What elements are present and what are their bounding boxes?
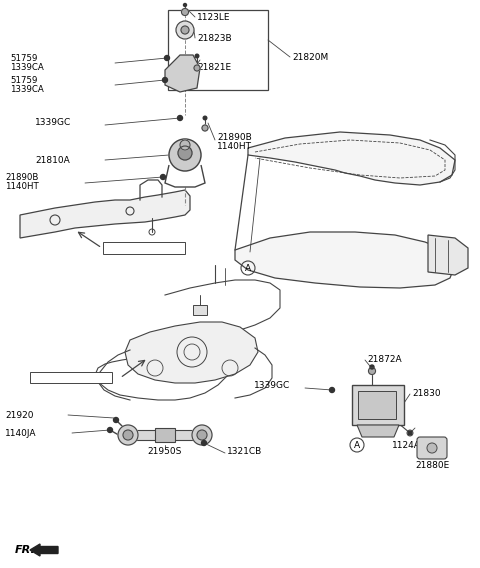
Bar (168, 10, 268, 90)
Bar (358, 391, 396, 419)
Circle shape (181, 9, 189, 15)
Circle shape (192, 425, 212, 445)
FancyArrow shape (30, 544, 58, 556)
Polygon shape (165, 55, 200, 92)
Circle shape (202, 441, 206, 445)
Text: A: A (354, 441, 360, 449)
Text: 21830: 21830 (412, 389, 441, 398)
Text: 1140HT: 1140HT (5, 182, 39, 190)
Polygon shape (248, 132, 455, 185)
Text: 1140JA: 1140JA (5, 428, 36, 437)
Circle shape (203, 116, 207, 120)
Circle shape (197, 430, 207, 440)
Circle shape (160, 174, 166, 179)
Text: A: A (245, 264, 251, 273)
Bar (103, 242, 185, 254)
Circle shape (163, 77, 168, 82)
Text: FR.: FR. (15, 545, 36, 555)
Text: 21920: 21920 (5, 411, 34, 420)
Polygon shape (125, 322, 258, 383)
Bar (30, 372, 112, 383)
Circle shape (178, 115, 182, 120)
Text: 21950S: 21950S (148, 448, 182, 457)
Polygon shape (235, 232, 455, 288)
Text: 21823B: 21823B (197, 34, 232, 43)
Circle shape (181, 26, 189, 34)
Text: 21821E: 21821E (197, 62, 231, 72)
Circle shape (178, 146, 192, 160)
Circle shape (195, 54, 199, 58)
Text: 21890B: 21890B (5, 173, 38, 182)
Text: 21810A: 21810A (35, 156, 70, 165)
Text: 21872A: 21872A (367, 354, 402, 364)
Circle shape (108, 428, 112, 432)
Text: 21880E: 21880E (415, 461, 449, 470)
Circle shape (118, 425, 138, 445)
Text: 21820M: 21820M (292, 52, 328, 61)
Circle shape (113, 417, 119, 423)
Text: 51759: 51759 (10, 53, 37, 62)
Circle shape (123, 430, 133, 440)
Text: 1321CB: 1321CB (227, 448, 262, 457)
Text: REF. 60-640: REF. 60-640 (106, 244, 160, 253)
Text: 21890B: 21890B (217, 132, 252, 141)
Circle shape (369, 367, 375, 374)
Circle shape (176, 21, 194, 39)
Circle shape (183, 3, 187, 6)
Bar (193, 305, 207, 315)
Text: 51759: 51759 (10, 76, 37, 85)
Polygon shape (428, 235, 468, 275)
Text: REF.60-624: REF.60-624 (33, 373, 84, 382)
Circle shape (194, 65, 200, 71)
Circle shape (427, 443, 437, 453)
Text: 1140HT: 1140HT (217, 141, 252, 151)
Text: 1339GC: 1339GC (35, 118, 71, 127)
Bar (352, 385, 404, 425)
Bar (155, 428, 175, 442)
Text: 1124AA: 1124AA (392, 441, 427, 449)
Circle shape (370, 365, 374, 369)
Circle shape (329, 387, 335, 392)
FancyBboxPatch shape (417, 437, 447, 459)
Circle shape (408, 431, 412, 435)
Circle shape (180, 140, 190, 150)
Text: 1339CA: 1339CA (10, 85, 44, 94)
Circle shape (169, 139, 201, 171)
Text: 1339CA: 1339CA (10, 62, 44, 72)
Polygon shape (20, 190, 190, 238)
Bar (128, 430, 203, 440)
Polygon shape (357, 425, 399, 437)
Text: 1123LE: 1123LE (197, 12, 230, 22)
Circle shape (165, 56, 169, 61)
Circle shape (202, 125, 208, 131)
Text: 1339GC: 1339GC (254, 381, 290, 390)
